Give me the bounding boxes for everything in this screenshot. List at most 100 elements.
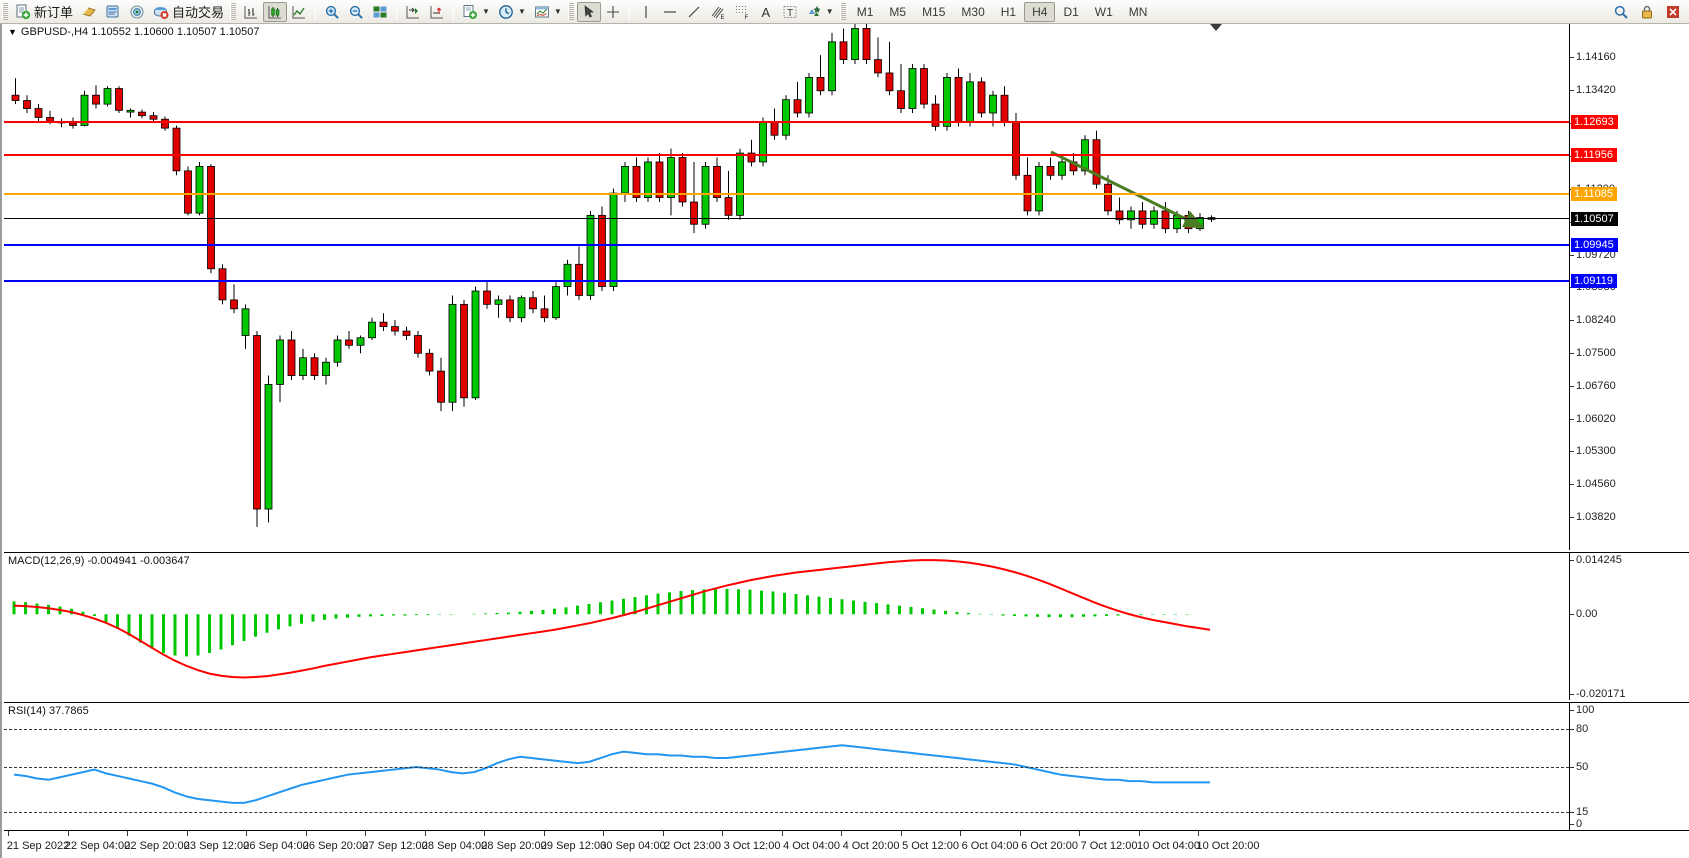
price-level-badge-last-price[interactable]: 1.10507	[1571, 212, 1618, 227]
zoom-out-icon	[349, 5, 363, 19]
macd-header: MACD(12,26,9) -0.004941 -0.003647	[8, 555, 190, 567]
macd-axis-tick	[1570, 694, 1574, 695]
trendline-button[interactable]	[682, 2, 706, 22]
price-level-line-resistance-1[interactable]	[4, 154, 1569, 156]
time-axis-tick	[1079, 831, 1080, 836]
macd-plot-area[interactable]	[4, 553, 1570, 700]
timeframe-h4[interactable]: H4	[1024, 1, 1056, 22]
autotrade-icon	[154, 6, 169, 19]
macd-axis[interactable]: 0.014245 0.00 -0.020171	[1570, 553, 1689, 700]
period-button[interactable]	[494, 2, 518, 22]
toolbar-separator-1	[315, 2, 317, 21]
toolbar-grip[interactable]	[2, 2, 8, 21]
price-level-badge-resistance-1[interactable]: 1.11956	[1571, 148, 1617, 162]
timeframe-h1[interactable]: H1	[993, 2, 1024, 22]
new-chart-dropdown-arrow[interactable]: ▼	[482, 7, 490, 16]
chart-shift-button[interactable]	[425, 2, 449, 22]
time-axis-label: 6 Oct 20:00	[1021, 840, 1078, 852]
time-axis-label: 30 Sep 04:00	[600, 840, 666, 852]
time-axis[interactable]: 21 Sep 2022 22 Sep 04:00 22 Sep 20:00 23 Se…	[4, 830, 1689, 858]
svg-text:A: A	[761, 5, 770, 20]
time-axis-tick	[424, 831, 426, 836]
close-icon	[1667, 5, 1679, 18]
search-icon	[1614, 5, 1628, 19]
new-chart-button[interactable]	[458, 2, 482, 22]
data-window-button[interactable]	[101, 2, 125, 22]
downtrend-arrow-annotation[interactable]	[4, 24, 1570, 550]
price-axis-tick	[1570, 56, 1574, 58]
chart-window[interactable]: 1.141601.134201.126801.119401.112001.104…	[0, 24, 1689, 858]
equidistant-channel-button[interactable]: E	[706, 2, 730, 22]
toolbar-grip-3[interactable]	[567, 2, 574, 21]
toolbar-grip-4[interactable]	[839, 2, 846, 21]
price-plot-area[interactable]	[4, 24, 1570, 550]
price-axis[interactable]: 1.141601.134201.126801.119401.112001.104…	[1570, 24, 1689, 550]
timeframe-w1[interactable]: W1	[1087, 2, 1121, 22]
rsi-axis-tick	[1570, 811, 1574, 813]
text-label-button[interactable]: T	[778, 2, 802, 22]
price-level-badge-pivot[interactable]: 1.11085	[1571, 186, 1617, 201]
timeframe-mn[interactable]: MN	[1121, 2, 1156, 22]
shapes-dropdown-arrow[interactable]: ▼	[825, 7, 834, 16]
timeframe-m15-label: M15	[922, 4, 946, 19]
autotrade-button[interactable]: 自动交易	[149, 2, 228, 22]
chart-scroll-marker	[1210, 24, 1222, 31]
price-level-badge-support-2[interactable]: 1.09119	[1571, 274, 1617, 289]
macd-pane[interactable]: 0.014245 0.00 -0.020171 MACD(12,26,9) -0.0…	[4, 552, 1689, 700]
close-button[interactable]	[1661, 2, 1685, 22]
time-axis-tick	[960, 831, 961, 836]
rsi-axis-label: 0	[1576, 818, 1583, 830]
price-level-badge-support-1[interactable]: 1.09945	[1571, 237, 1618, 252]
auto-scroll-button[interactable]	[401, 2, 425, 22]
profile-button[interactable]	[77, 2, 101, 22]
timeframe-m15[interactable]: M15	[914, 2, 953, 22]
zoom-out-button[interactable]	[344, 2, 368, 22]
rsi-pane[interactable]: 100 80 50 15 0 RSI(14) 37.7865	[4, 702, 1689, 830]
rsi-axis-tick	[1570, 767, 1574, 768]
bar-chart-button[interactable]	[239, 2, 263, 22]
horizontal-line-button[interactable]	[658, 2, 682, 22]
new-order-button[interactable]: 新订单	[11, 2, 77, 22]
time-axis-label: 22 Sep 04:00	[64, 840, 131, 852]
price-level-line-pivot[interactable]	[4, 192, 1569, 195]
price-level-line-resistance-2[interactable]	[4, 121, 1569, 124]
timeframe-d1[interactable]: D1	[1055, 2, 1086, 22]
fibo-icon: F	[735, 5, 748, 20]
price-level-badge-resistance-2[interactable]: 1.12693	[1571, 115, 1618, 130]
price-level-line-support-2[interactable]	[4, 280, 1569, 283]
cursor-button[interactable]	[576, 1, 601, 22]
candlestick-chart-button[interactable]	[263, 1, 288, 22]
timeframe-m1[interactable]: M1	[849, 2, 882, 22]
vertical-line-button[interactable]	[634, 2, 658, 22]
time-axis-label: 28 Sep 04:00	[421, 840, 488, 852]
price-axis-label: 1.09720	[1576, 248, 1616, 261]
shapes-button[interactable]	[802, 2, 826, 22]
search-button[interactable]	[1609, 2, 1633, 22]
toolbar-separator-3	[453, 2, 455, 21]
navigator-button[interactable]	[125, 2, 149, 22]
text-button[interactable]: A	[754, 2, 778, 22]
time-axis-label: 10 Oct 20:00	[1196, 840, 1260, 852]
chart-collapse-caret[interactable]: ▼	[8, 27, 17, 37]
templates-button[interactable]	[530, 2, 554, 22]
price-pane[interactable]: 1.141601.134201.126801.119401.112001.104…	[4, 24, 1689, 550]
timeframe-w1-label: W1	[1094, 4, 1113, 19]
templates-dropdown-arrow[interactable]: ▼	[553, 7, 562, 16]
toolbar-grip-2[interactable]	[230, 2, 237, 21]
lock-button[interactable]	[1635, 2, 1659, 22]
crosshair-button[interactable]	[601, 2, 625, 22]
timeframe-m30[interactable]: M30	[953, 2, 992, 22]
timeframe-m5[interactable]: M5	[881, 2, 914, 22]
rsi-plot-area[interactable]	[4, 703, 1570, 830]
price-level-line-last-price[interactable]	[4, 218, 1569, 220]
fibonacci-button[interactable]: F	[730, 2, 754, 22]
time-axis-label: 28 Sep 20:00	[481, 840, 547, 852]
rsi-axis[interactable]: 100 80 50 15 0	[1570, 703, 1689, 830]
grid-toggle-button[interactable]	[368, 2, 392, 22]
time-axis-label: 7 Oct 12:00	[1080, 840, 1138, 852]
price-level-line-support-1[interactable]	[4, 243, 1569, 246]
period-dropdown-arrow[interactable]: ▼	[517, 7, 526, 16]
line-chart-button[interactable]	[287, 2, 311, 22]
zoom-in-button[interactable]	[320, 2, 344, 22]
timeframe-d1-label: D1	[1063, 4, 1079, 19]
